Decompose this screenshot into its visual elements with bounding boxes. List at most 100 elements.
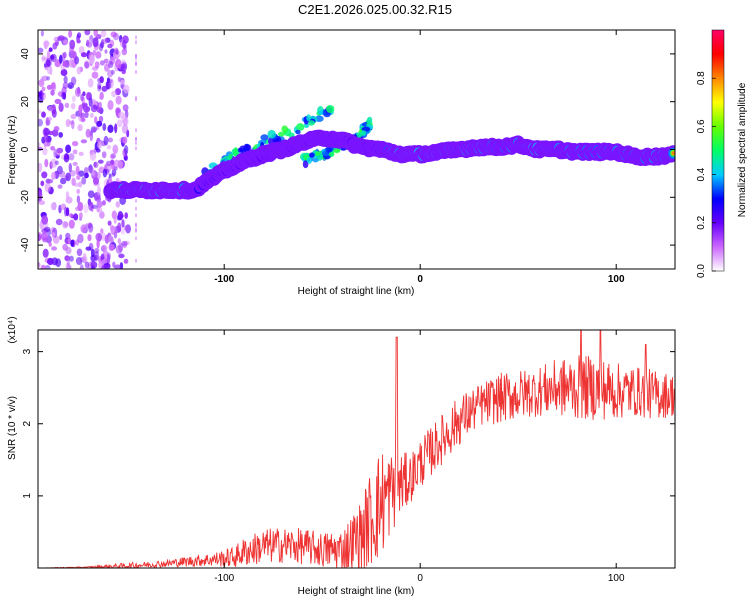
noise-blob xyxy=(72,95,76,103)
noise-blob xyxy=(68,153,75,161)
noise-blob xyxy=(120,228,126,235)
noise-blob xyxy=(41,86,46,92)
noise-blob xyxy=(111,210,117,220)
noise-blob xyxy=(49,161,53,170)
noise-blob xyxy=(116,177,120,183)
noise-blob xyxy=(48,47,53,52)
noise-blob xyxy=(135,136,137,141)
noise-blob xyxy=(113,166,118,171)
noise-blob xyxy=(121,240,128,247)
noise-blob xyxy=(121,123,129,134)
noise-blob xyxy=(77,32,82,39)
noise-blob xyxy=(96,239,100,249)
noise-blob xyxy=(46,116,53,122)
noise-blob xyxy=(80,139,88,144)
noise-blob xyxy=(110,153,116,159)
noise-blob xyxy=(88,166,95,173)
noise-blob xyxy=(117,76,122,83)
noise-blob xyxy=(80,224,88,234)
noise-blob xyxy=(38,142,41,147)
noise-blob xyxy=(40,180,45,187)
noise-blob xyxy=(77,233,84,244)
noise-blob xyxy=(135,141,137,145)
noise-blob xyxy=(84,172,89,179)
noise-blob xyxy=(44,265,51,269)
noise-blob xyxy=(135,97,137,102)
colorbar-ticks: 0.0 0.2 0.4 0.6 0.8 xyxy=(696,71,716,278)
noise-blob xyxy=(57,35,65,41)
noise-blob xyxy=(122,136,128,144)
noise-blob xyxy=(46,179,54,184)
noise-blob xyxy=(71,141,79,147)
noise-blob xyxy=(97,159,104,164)
noise-blob xyxy=(56,147,64,154)
branch-blob xyxy=(328,151,335,157)
noise-blob xyxy=(115,58,122,69)
noise-blob xyxy=(135,54,137,58)
snr-panel: -100 0 100 1 2 3 Height of straight line (km… xyxy=(7,316,676,597)
noise-blob xyxy=(119,79,126,85)
noise-blob xyxy=(42,147,48,156)
noise-blob xyxy=(103,58,109,64)
noise-blob xyxy=(107,220,112,226)
noise-blob xyxy=(70,239,75,247)
noise-blob xyxy=(117,222,122,233)
y-tick-label: 1 xyxy=(22,493,33,499)
noise-blob xyxy=(117,238,122,244)
noise-blob xyxy=(61,92,67,100)
noise-blob xyxy=(58,132,63,138)
noise-blob xyxy=(123,258,129,264)
noise-blob xyxy=(71,177,76,186)
noise-blob xyxy=(135,236,137,241)
noise-blob xyxy=(85,128,91,138)
noise-blob xyxy=(75,257,83,265)
noise-blob xyxy=(101,151,107,159)
noise-blob xyxy=(102,168,108,178)
noise-blob xyxy=(64,206,68,217)
colorbar-tick-label: 0.6 xyxy=(696,119,707,133)
noise-blob xyxy=(85,246,92,251)
branch-blob xyxy=(306,114,311,122)
branch-blob xyxy=(315,151,321,157)
noise-blob xyxy=(101,85,108,92)
noise-blob xyxy=(93,104,97,110)
noise-blob xyxy=(38,233,42,242)
noise-blob xyxy=(81,256,88,262)
noise-blob xyxy=(100,30,107,38)
noise-blob xyxy=(68,219,75,229)
noise-blob xyxy=(66,257,70,267)
branch-blob xyxy=(312,158,319,163)
noise-blob xyxy=(115,95,122,105)
noise-blob xyxy=(102,200,106,206)
noise-blob xyxy=(48,242,52,247)
noise-blob xyxy=(85,92,92,101)
noise-blob xyxy=(51,232,56,238)
noise-blob xyxy=(51,109,57,118)
noise-blob xyxy=(135,40,137,45)
noise-blob xyxy=(95,232,103,242)
noise-blob xyxy=(116,119,123,128)
noise-blob xyxy=(65,246,72,255)
y-tick-label: 0 xyxy=(20,146,31,152)
x-tick-label: 100 xyxy=(608,274,625,285)
noise-blob xyxy=(45,57,52,68)
colorbar: 0.0 0.2 0.4 0.6 0.8 Normalized spectral ampl… xyxy=(696,29,748,278)
noise-blob xyxy=(114,264,121,269)
noise-blob xyxy=(65,119,71,127)
noise-blob xyxy=(65,144,72,154)
noise-blob xyxy=(38,146,43,151)
noise-blob xyxy=(63,221,69,227)
colorbar-tick-label: 0.8 xyxy=(696,71,707,85)
noise-blob xyxy=(68,162,73,173)
noise-blob xyxy=(91,204,99,209)
noise-blob xyxy=(70,76,77,86)
noise-blob xyxy=(111,90,117,98)
noise-blob xyxy=(95,51,102,59)
noise-blob xyxy=(84,61,90,69)
noise-blob xyxy=(121,48,128,56)
noise-blob xyxy=(81,102,88,108)
noise-blob xyxy=(135,213,137,218)
noise-blob xyxy=(51,171,56,181)
branch-blob xyxy=(277,131,285,137)
noise-blob xyxy=(44,182,51,193)
